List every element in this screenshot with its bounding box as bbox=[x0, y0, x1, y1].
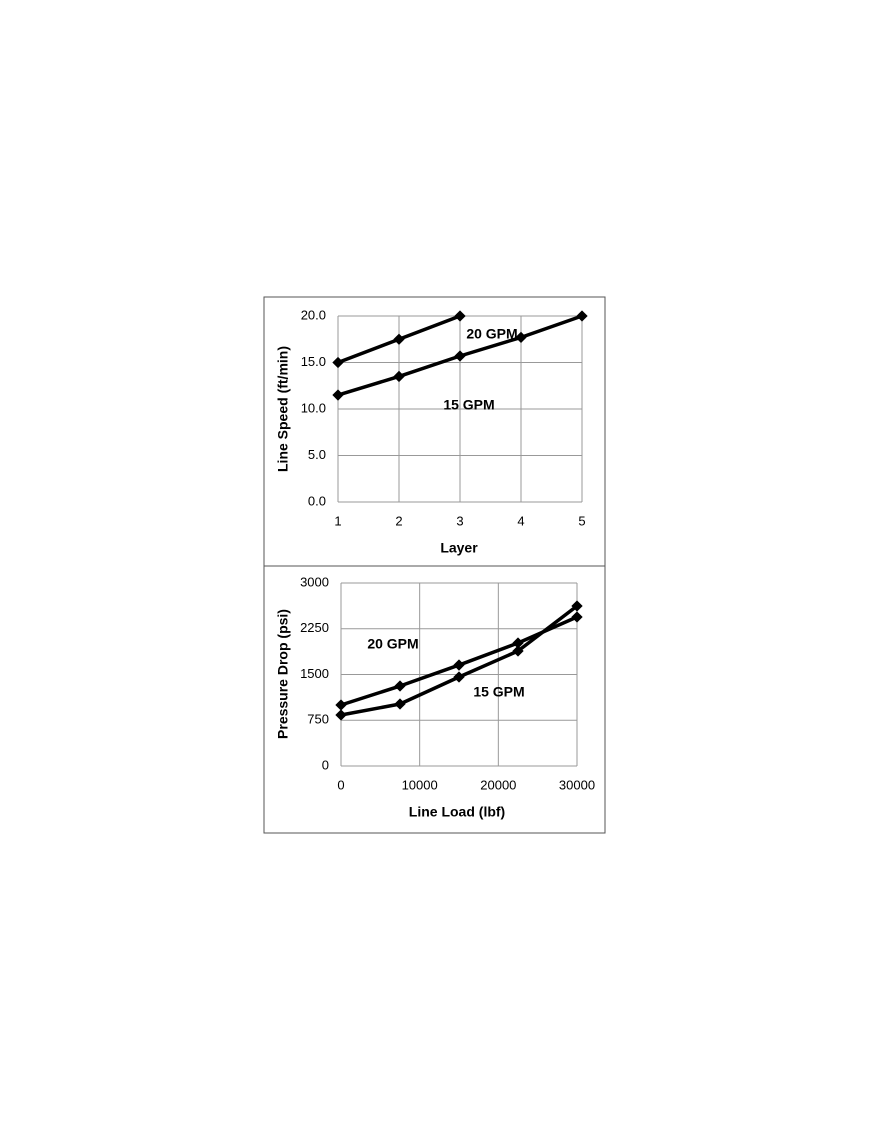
marker bbox=[571, 600, 583, 612]
y-tick-label: 20.0 bbox=[301, 307, 326, 322]
y-axis-label: Line Speed (ft/min) bbox=[275, 346, 291, 472]
y-tick-label: 1500 bbox=[300, 666, 329, 681]
x-tick-label: 3 bbox=[456, 513, 463, 528]
y-tick-label: 5.0 bbox=[308, 447, 326, 462]
marker bbox=[332, 356, 344, 369]
y-tick-label: 10.0 bbox=[301, 400, 326, 415]
marker bbox=[454, 310, 466, 322]
x-tick-label: 20000 bbox=[480, 777, 516, 792]
marker bbox=[576, 310, 588, 322]
marker bbox=[335, 709, 347, 721]
x-tick-label: 4 bbox=[517, 513, 524, 528]
chart-frame bbox=[263, 296, 606, 567]
y-axis-label: Pressure Drop (psi) bbox=[275, 609, 291, 739]
chart-frame bbox=[263, 565, 606, 834]
series-label: 15 GPM bbox=[473, 684, 524, 700]
x-tick-label: 10000 bbox=[402, 777, 438, 792]
series-label: 15 GPM bbox=[443, 397, 494, 413]
marker bbox=[453, 671, 465, 683]
marker bbox=[393, 370, 405, 383]
marker bbox=[454, 350, 466, 362]
x-tick-label: 30000 bbox=[559, 777, 595, 792]
y-tick-label: 15.0 bbox=[301, 354, 326, 369]
marker bbox=[453, 659, 465, 671]
y-tick-label: 0 bbox=[322, 757, 329, 772]
x-tick-label: 1 bbox=[334, 513, 341, 528]
marker bbox=[512, 645, 524, 657]
x-axis-label: Line Load (lbf) bbox=[409, 804, 505, 820]
series-label: 20 GPM bbox=[466, 326, 517, 342]
x-tick-label: 5 bbox=[578, 513, 585, 528]
series-label: 20 GPM bbox=[367, 636, 418, 652]
marker bbox=[394, 680, 406, 692]
marker bbox=[393, 333, 405, 345]
marker bbox=[571, 611, 583, 623]
marker bbox=[335, 699, 347, 711]
y-tick-label: 0.0 bbox=[308, 493, 326, 508]
y-tick-label: 750 bbox=[307, 712, 329, 727]
y-tick-label: 3000 bbox=[300, 574, 329, 589]
x-tick-label: 0 bbox=[337, 777, 344, 792]
x-tick-label: 2 bbox=[395, 513, 402, 528]
marker bbox=[512, 637, 524, 649]
x-axis-label: Layer bbox=[440, 540, 478, 556]
marker bbox=[515, 331, 527, 344]
marker bbox=[332, 389, 344, 401]
marker bbox=[394, 698, 406, 710]
y-tick-label: 2250 bbox=[300, 620, 329, 635]
